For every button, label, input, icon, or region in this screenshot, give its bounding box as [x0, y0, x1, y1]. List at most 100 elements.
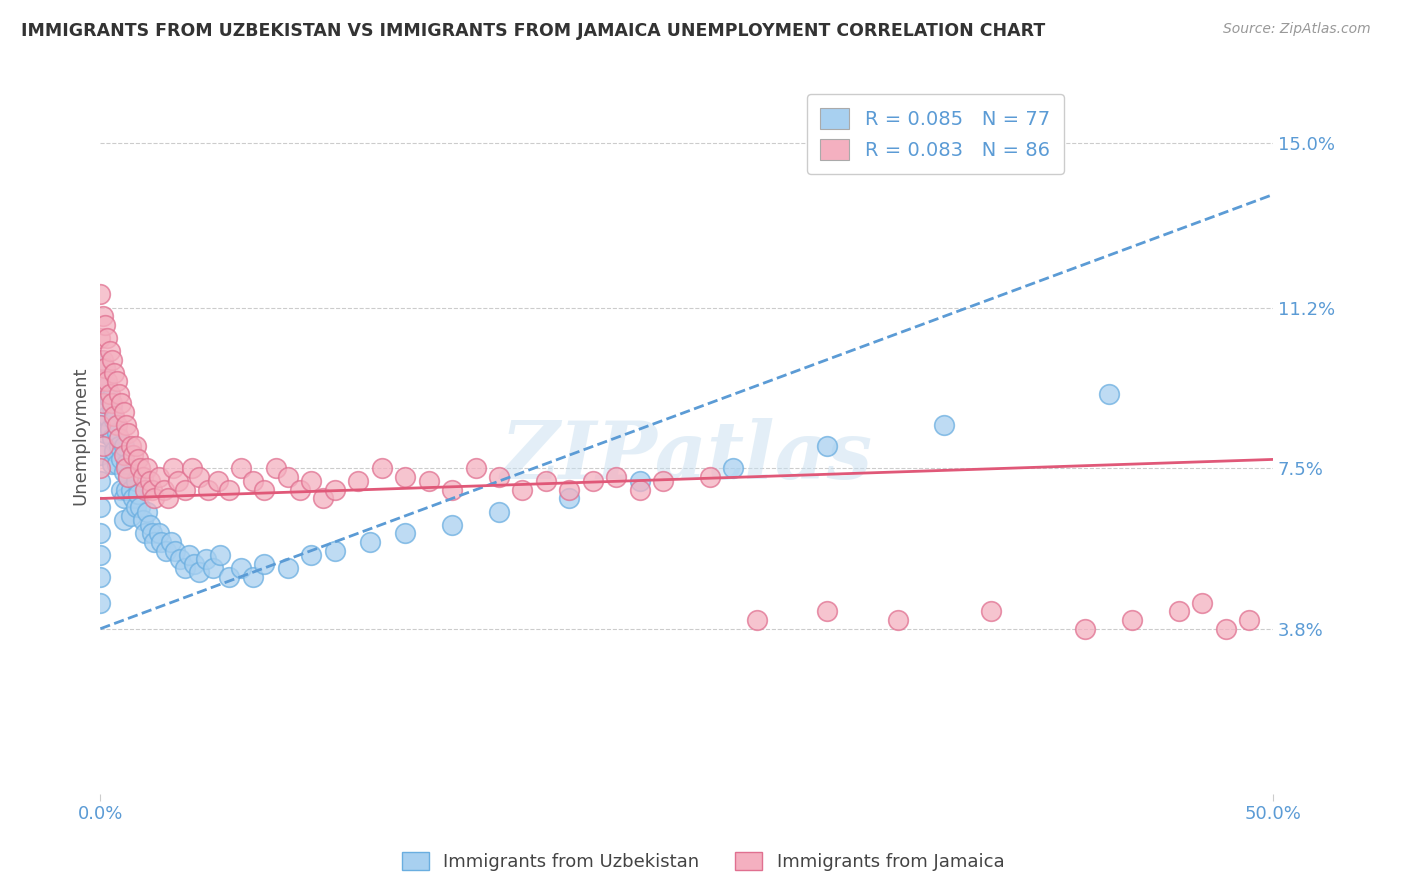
Point	[197, 483, 219, 497]
Point	[980, 604, 1002, 618]
Point	[194, 552, 217, 566]
Point	[288, 483, 311, 497]
Point	[98, 392, 121, 406]
Point	[134, 526, 156, 541]
Point	[136, 504, 159, 518]
Point	[108, 387, 131, 401]
Point	[299, 548, 322, 562]
Point	[112, 439, 135, 453]
Point	[96, 378, 118, 392]
Text: Source: ZipAtlas.com: Source: ZipAtlas.com	[1223, 22, 1371, 37]
Point	[115, 483, 138, 497]
Point	[124, 439, 146, 453]
Point	[138, 517, 160, 532]
Point	[122, 448, 145, 462]
Point	[105, 457, 128, 471]
Point	[101, 401, 124, 415]
Point	[253, 557, 276, 571]
Point	[815, 604, 838, 618]
Point	[418, 474, 440, 488]
Point	[98, 387, 121, 401]
Point	[131, 513, 153, 527]
Point	[152, 483, 174, 497]
Point	[201, 561, 224, 575]
Point	[148, 526, 170, 541]
Point	[94, 396, 117, 410]
Point	[98, 343, 121, 358]
Point	[242, 474, 264, 488]
Point	[101, 396, 124, 410]
Point	[89, 287, 111, 301]
Point	[112, 513, 135, 527]
Point	[1191, 596, 1213, 610]
Point	[534, 474, 557, 488]
Point	[103, 413, 125, 427]
Point	[723, 461, 745, 475]
Point	[1168, 604, 1191, 618]
Point	[117, 470, 139, 484]
Point	[628, 474, 651, 488]
Point	[162, 461, 184, 475]
Point	[359, 535, 381, 549]
Point	[89, 596, 111, 610]
Point	[103, 409, 125, 423]
Point	[89, 448, 111, 462]
Point	[1074, 622, 1097, 636]
Legend: Immigrants from Uzbekistan, Immigrants from Jamaica: Immigrants from Uzbekistan, Immigrants f…	[394, 846, 1012, 879]
Point	[1215, 622, 1237, 636]
Point	[131, 470, 153, 484]
Point	[229, 561, 252, 575]
Text: ZIPatlas: ZIPatlas	[501, 418, 873, 496]
Point	[112, 491, 135, 506]
Point	[512, 483, 534, 497]
Point	[112, 448, 135, 462]
Point	[582, 474, 605, 488]
Point	[103, 443, 125, 458]
Point	[91, 352, 114, 367]
Point	[124, 474, 146, 488]
Point	[218, 483, 240, 497]
Point	[91, 439, 114, 453]
Point	[122, 491, 145, 506]
Point	[127, 487, 149, 501]
Point	[112, 405, 135, 419]
Point	[558, 483, 581, 497]
Point	[89, 569, 111, 583]
Point	[89, 500, 111, 515]
Point	[264, 461, 287, 475]
Point	[187, 566, 209, 580]
Point	[91, 396, 114, 410]
Point	[187, 470, 209, 484]
Point	[110, 483, 132, 497]
Point	[108, 431, 131, 445]
Point	[94, 426, 117, 441]
Point	[347, 474, 370, 488]
Point	[1121, 613, 1143, 627]
Point	[299, 474, 322, 488]
Point	[166, 474, 188, 488]
Point	[1239, 613, 1261, 627]
Point	[628, 483, 651, 497]
Point	[464, 461, 486, 475]
Point	[101, 352, 124, 367]
Point	[229, 461, 252, 475]
Point	[136, 461, 159, 475]
Point	[815, 439, 838, 453]
Point	[103, 366, 125, 380]
Point	[208, 548, 231, 562]
Point	[180, 461, 202, 475]
Point	[120, 439, 142, 453]
Point	[277, 561, 299, 575]
Point	[129, 500, 152, 515]
Point	[89, 331, 111, 345]
Point	[89, 548, 111, 562]
Point	[129, 461, 152, 475]
Point	[173, 483, 195, 497]
Point	[143, 491, 166, 506]
Point	[394, 526, 416, 541]
Point	[105, 417, 128, 432]
Point	[242, 569, 264, 583]
Point	[183, 557, 205, 571]
Point	[105, 426, 128, 441]
Point	[934, 417, 956, 432]
